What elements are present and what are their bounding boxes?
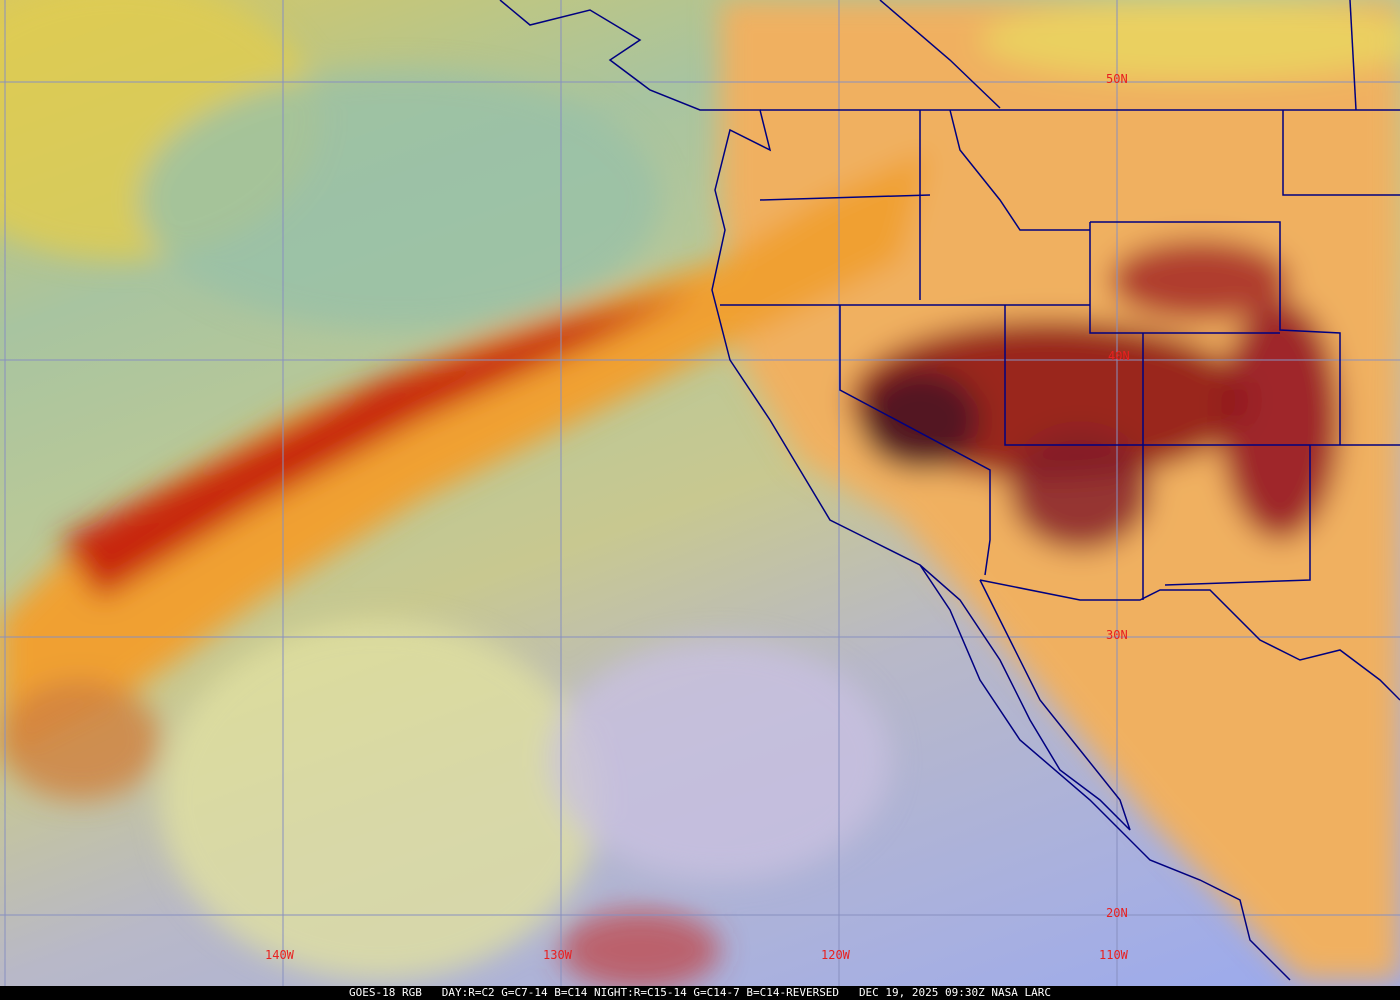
lat-label-20n: 20N <box>1106 906 1128 920</box>
lat-label-40n: 40N <box>1108 349 1130 363</box>
rgb-recipe: DAY:R=C2 G=C7-14 B=C14 NIGHT:R=C15-14 G=… <box>441 986 840 999</box>
lon-label-130w: 130W <box>543 948 572 962</box>
coastline-borders <box>499 0 1400 981</box>
datetime: DEC 19, 2025 09:30Z <box>858 986 985 999</box>
lat-label-30n: 30N <box>1106 628 1128 642</box>
source: NASA LARC <box>991 986 1052 999</box>
satellite-name: GOES-18 RGB <box>348 986 422 999</box>
lat-label-50n: 50N <box>1106 72 1128 86</box>
lon-label-110w: 110W <box>1099 948 1128 962</box>
image-caption-bar: GOES-18 RGB DAY:R=C2 G=C7-14 B=C14 NIGHT… <box>0 986 1400 1000</box>
lon-label-140w: 140W <box>265 948 294 962</box>
lon-label-120w: 120W <box>821 948 850 962</box>
